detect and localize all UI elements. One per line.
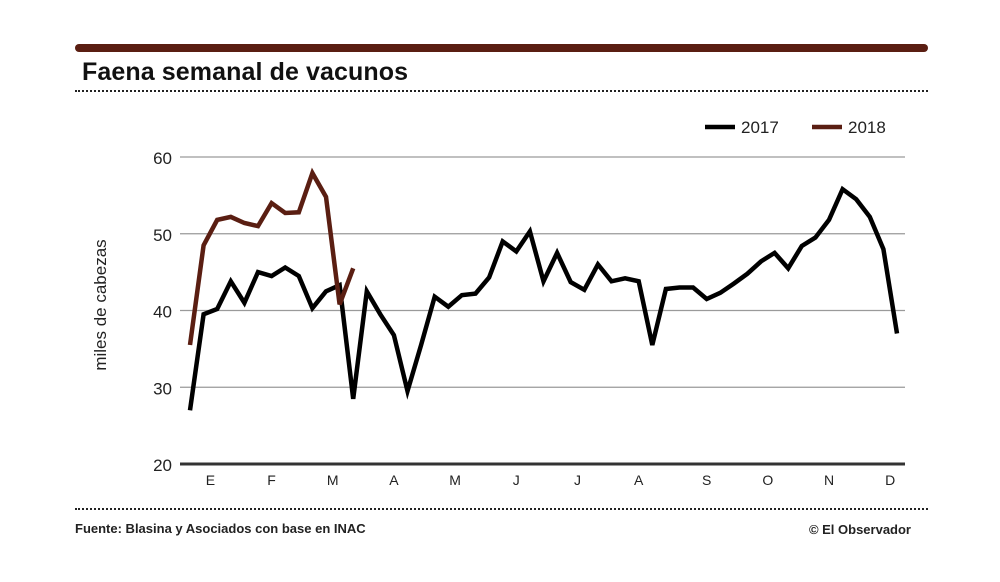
y-tick-label: 30 [153,379,172,398]
y-tick-label: 60 [153,149,172,168]
x-tick-label: E [206,472,215,488]
x-tick-label: A [634,472,644,488]
title-divider [75,90,928,92]
grid-layer [180,156,905,466]
x-tick-label: M [449,472,461,488]
x-tick-label: N [824,472,834,488]
y-tick-label: 50 [153,226,172,245]
chart-title: Faena semanal de vacunos [82,58,409,86]
x-tick-label: O [762,472,773,488]
footer-divider [75,508,928,510]
y-tick-label: 40 [153,303,172,322]
x-tick-label: S [702,472,711,488]
legend-label-2018: 2018 [848,118,886,137]
credit-note: © El Observador [808,522,911,537]
x-tick-label: J [574,472,581,488]
x-tick-label: F [267,472,276,488]
series-line-2018 [187,167,356,346]
source-note: Fuente: Blasina y Asociados con base en … [75,521,366,536]
y-axis-label: miles de cabezas [91,239,110,370]
y-tick-label: 20 [153,456,172,475]
x-tick-label: J [513,472,520,488]
series-line-2017 [187,185,900,411]
top-rule [75,44,928,52]
legend: 2017 2018 [705,118,886,137]
series-layer [187,167,900,411]
x-tick-label: M [327,472,339,488]
x-tick-label: D [885,472,895,488]
x-tick-label: A [389,472,399,488]
legend-label-2017: 2017 [741,118,779,137]
